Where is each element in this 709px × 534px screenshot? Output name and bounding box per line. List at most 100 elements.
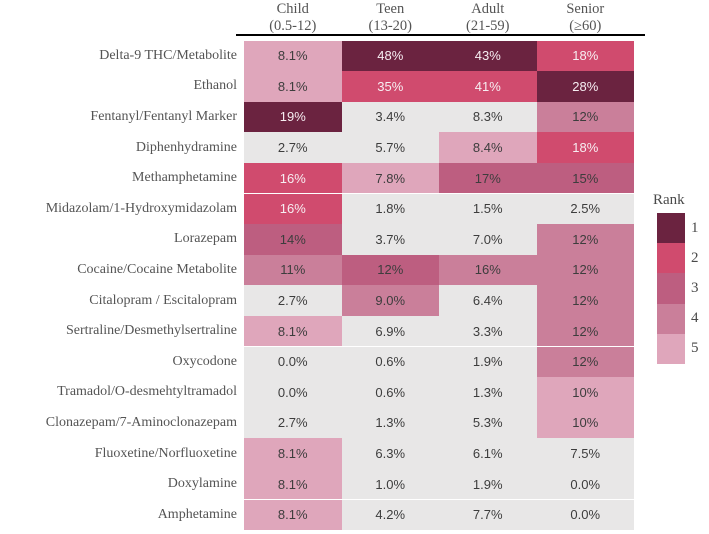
legend-swatch-rank-5 xyxy=(657,333,685,364)
heatmap-cell: 3.4% xyxy=(341,101,439,133)
heatmap-cell: 12% xyxy=(341,254,439,286)
heatmap-cell: 6.1% xyxy=(439,438,537,469)
column-header-range: (13-20) xyxy=(368,17,413,34)
heatmap-cell: 10% xyxy=(536,407,634,439)
legend-rank-number: 3 xyxy=(691,279,699,296)
heatmap-cell: 1.9% xyxy=(439,346,537,378)
heatmap-cell: 1.3% xyxy=(439,377,537,408)
row-label: Tramadol/O-desmehtyltramadol xyxy=(57,384,237,400)
heatmap-cell: 16% xyxy=(244,162,342,194)
heatmap-cell: 1.8% xyxy=(341,193,439,225)
column-header-teen: Teen (13-20) xyxy=(342,1,440,34)
heatmap-cell: 41% xyxy=(439,71,537,102)
heatmap-cell: 18% xyxy=(536,132,634,163)
column-header-label: Adult xyxy=(471,1,505,17)
row-label: Methamphetamine xyxy=(132,170,237,186)
legend-swatch-rank-1 xyxy=(657,213,685,244)
heatmap-cell: 8.1% xyxy=(244,468,342,500)
column-header-range: (≥60) xyxy=(569,17,602,34)
row-label: Fentanyl/Fentanyl Marker xyxy=(90,108,237,124)
heatmap-cell: 7.0% xyxy=(439,224,537,255)
heatmap-cell: 8.1% xyxy=(244,315,342,347)
heatmap-cell: 48% xyxy=(341,40,439,72)
row-label: Sertraline/Desmethylsertraline xyxy=(65,323,237,339)
heatmap-cell: 11% xyxy=(244,254,342,286)
heatmap-cell: 1.9% xyxy=(439,468,537,500)
column-header-senior: Senior (≥60) xyxy=(537,1,635,34)
row-label: Amphetamine xyxy=(157,506,237,522)
heatmap-cell: 12% xyxy=(536,315,634,347)
heatmap-cell: 12% xyxy=(536,254,634,286)
heatmap-cell: 4.2% xyxy=(341,499,439,531)
row-label: Ethanol xyxy=(193,78,237,94)
heatmap-cell: 0.6% xyxy=(341,377,439,408)
heatmap-cell: 8.1% xyxy=(244,40,342,72)
heatmap-cell: 2.5% xyxy=(536,193,634,225)
row-label: Citalopram / Escitalopram xyxy=(89,292,237,308)
row-label: Diphenhydramine xyxy=(135,139,237,155)
heatmap-cell: 8.1% xyxy=(244,71,342,102)
legend-swatch-rank-3 xyxy=(657,273,685,304)
heatmap-cell: 6.4% xyxy=(439,285,537,316)
heatmap-cell: 7.7% xyxy=(439,499,537,531)
heatmap-cell: 14% xyxy=(244,224,342,255)
legend-title: Rank xyxy=(653,192,685,208)
heatmap-cell: 19% xyxy=(244,101,342,133)
heatmap-cell: 7.5% xyxy=(536,438,634,469)
column-header-range: (21-59) xyxy=(466,17,510,34)
row-label: Oxycodone xyxy=(172,353,237,369)
heatmap-cell: 0.0% xyxy=(536,468,634,500)
legend-rank-number: 2 xyxy=(691,249,699,266)
heatmap-cell: 12% xyxy=(536,346,634,378)
heatmap-cell: 12% xyxy=(536,224,634,255)
heatmap-cell: 1.5% xyxy=(439,193,537,225)
heatmap-cell: 8.1% xyxy=(244,499,342,531)
column-header-label: Teen xyxy=(376,1,405,17)
column-header-adult: Adult (21-59) xyxy=(439,1,537,34)
heatmap-cell: 43% xyxy=(439,40,537,72)
row-label: Midazolam/1-Hydroxymidazolam xyxy=(45,200,237,216)
heatmap-cell: 8.4% xyxy=(439,132,537,163)
row-label: Lorazepam xyxy=(174,231,237,247)
heatmap-cell: 28% xyxy=(536,71,634,102)
row-label: Cocaine/Cocaine Metabolite xyxy=(77,261,237,277)
column-header-range: (0.5-12) xyxy=(269,17,317,34)
heatmap-cell: 6.3% xyxy=(341,438,439,469)
heatmap-cell: 6.9% xyxy=(341,315,439,347)
legend-rank-number: 1 xyxy=(691,219,699,236)
heatmap-cell: 0.0% xyxy=(536,499,634,531)
heatmap-cell: 5.3% xyxy=(439,407,537,439)
row-label: Fluoxetine/Norfluoxetine xyxy=(94,445,237,461)
heatmap-cell: 1.3% xyxy=(341,407,439,439)
heatmap-cell: 3.7% xyxy=(341,224,439,255)
heatmap-cell: 9.0% xyxy=(341,285,439,316)
column-header-child: Child (0.5-12) xyxy=(244,1,342,34)
heatmap-cell: 3.3% xyxy=(439,315,537,347)
heatmap-cell: 17% xyxy=(439,162,537,194)
legend-rank-number: 4 xyxy=(691,310,699,327)
column-header-label: Senior xyxy=(566,1,605,17)
heatmap-cell: 12% xyxy=(536,285,634,316)
heatmap-cell: 5.7% xyxy=(341,132,439,163)
heatmap-cell: 0.6% xyxy=(341,346,439,378)
heatmap-cell: 0.0% xyxy=(244,377,342,408)
heatmap-cell: 12% xyxy=(536,101,634,133)
heatmap-cell: 0.0% xyxy=(244,346,342,378)
row-label: Doxylamine xyxy=(167,476,237,492)
heatmap-cell: 35% xyxy=(341,71,439,102)
legend-swatch-rank-2 xyxy=(657,243,685,274)
heatmap-cell: 8.3% xyxy=(439,101,537,133)
heatmap-cell: 2.7% xyxy=(244,132,342,163)
heatmap-cell: 18% xyxy=(536,40,634,72)
row-label: Clonazepam/7-Aminoclonazepam xyxy=(45,414,237,430)
heatmap-cell: 1.0% xyxy=(341,468,439,500)
heatmap-cell: 15% xyxy=(536,162,634,194)
header-divider xyxy=(236,34,645,37)
heatmap-cell: 7.8% xyxy=(341,162,439,194)
row-label: Delta-9 THC/Metabolite xyxy=(99,47,237,63)
heatmap-cell: 16% xyxy=(244,193,342,225)
heatmap-cell: 10% xyxy=(536,377,634,408)
column-header-label: Child xyxy=(276,1,309,17)
heatmap-cell: 8.1% xyxy=(244,438,342,469)
